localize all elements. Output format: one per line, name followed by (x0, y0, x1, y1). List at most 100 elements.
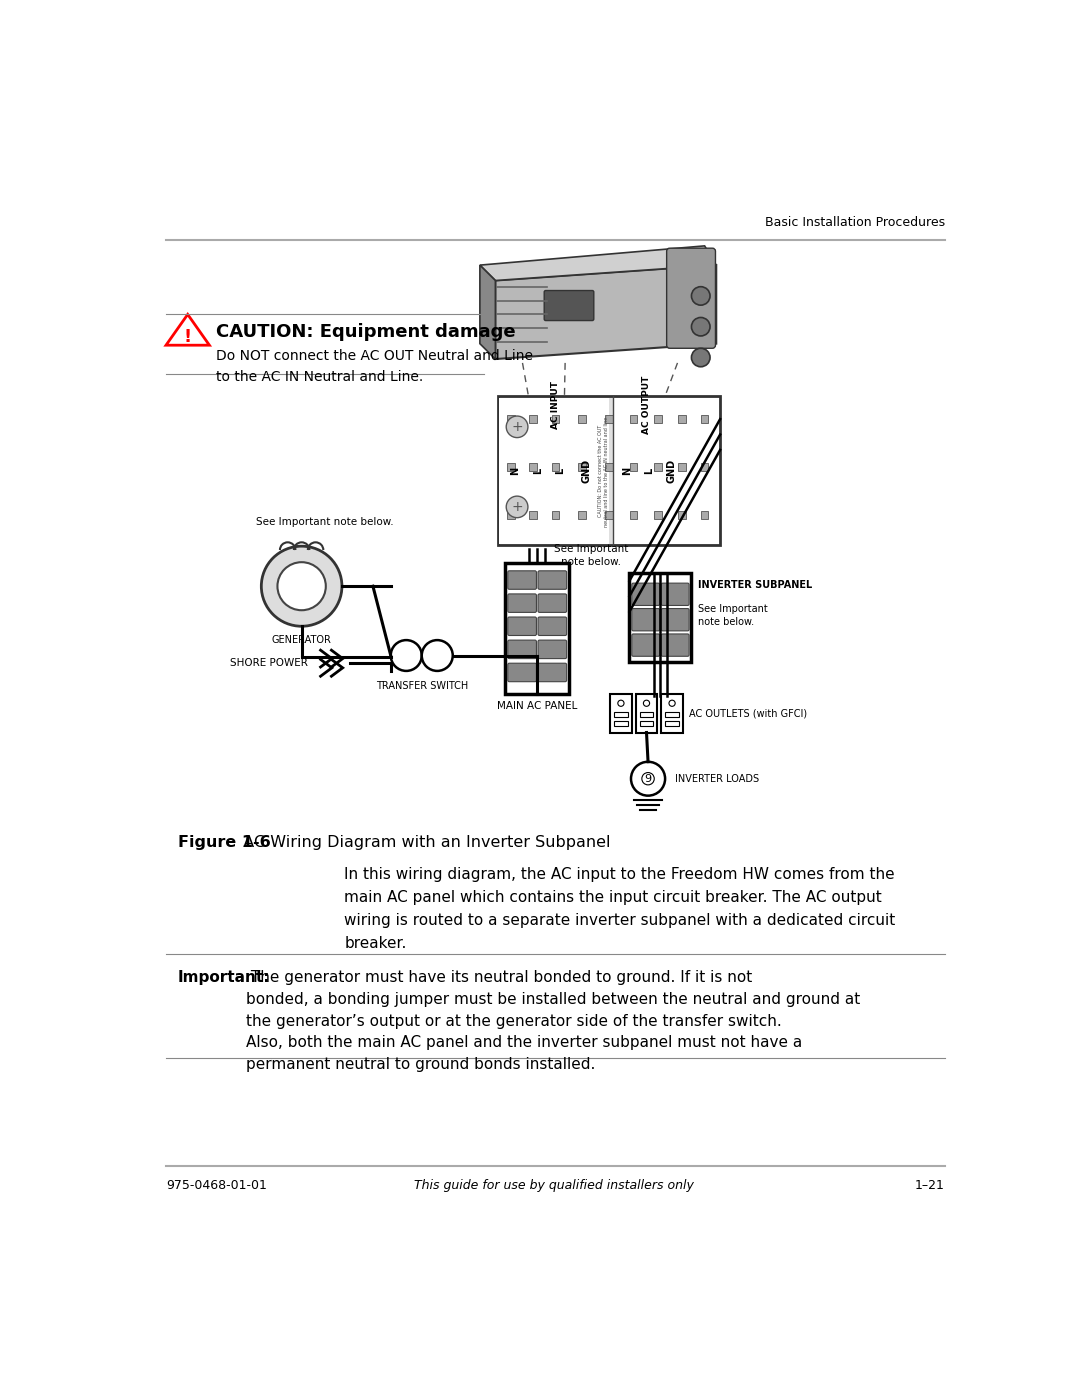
Circle shape (669, 700, 675, 706)
FancyBboxPatch shape (632, 583, 660, 605)
Bar (613, 720, 627, 726)
Bar (605, 415, 612, 423)
Bar (579, 415, 586, 423)
Text: AC OUTPUT: AC OUTPUT (643, 376, 651, 434)
Bar (579, 511, 586, 519)
FancyBboxPatch shape (538, 618, 567, 636)
Text: AC Wiring Diagram with an Inverter Subpanel: AC Wiring Diagram with an Inverter Subpa… (233, 836, 611, 849)
Text: MAIN AC PANEL: MAIN AC PANEL (497, 701, 578, 711)
Text: !: ! (184, 329, 192, 347)
FancyBboxPatch shape (538, 663, 567, 682)
FancyBboxPatch shape (632, 608, 660, 632)
Circle shape (507, 496, 528, 518)
Bar (654, 464, 662, 471)
Text: 1–21: 1–21 (915, 1178, 945, 1192)
Text: L: L (555, 468, 565, 473)
Bar (654, 415, 662, 423)
Bar (605, 511, 612, 519)
Text: In this wiring diagram, the AC input to the Freedom HW comes from the
main AC pa: In this wiring diagram, the AC input to … (345, 868, 895, 951)
FancyBboxPatch shape (538, 570, 567, 590)
Polygon shape (166, 315, 210, 346)
Bar (701, 415, 708, 423)
Text: See Important
note below.: See Important note below. (554, 544, 627, 566)
Text: GND: GND (582, 458, 592, 483)
FancyBboxPatch shape (632, 634, 660, 657)
Bar (615, 397, 719, 544)
Bar (552, 464, 559, 471)
Bar (508, 511, 515, 519)
Bar (665, 712, 679, 718)
Text: AC INPUT: AC INPUT (551, 382, 561, 429)
Text: See Important note below.: See Important note below. (256, 516, 394, 527)
Text: GENERATOR: GENERATOR (272, 636, 332, 645)
Bar (636, 694, 658, 733)
FancyBboxPatch shape (538, 594, 567, 612)
Circle shape (691, 287, 710, 305)
FancyBboxPatch shape (508, 640, 537, 658)
FancyBboxPatch shape (508, 618, 537, 636)
Circle shape (507, 416, 528, 437)
Text: Do NOT connect the AC OUT Neutral and Line
to the AC IN Neutral and Line.: Do NOT connect the AC OUT Neutral and Li… (216, 348, 534, 383)
Text: L: L (644, 468, 654, 473)
Text: See Important
note below.: See Important note below. (698, 604, 768, 627)
Bar (613, 712, 627, 718)
Text: CAUTION: Equipment damage: CAUTION: Equipment damage (216, 323, 516, 341)
Bar (552, 415, 559, 423)
Text: INVERTER LOADS: INVERTER LOADS (675, 773, 759, 784)
Polygon shape (496, 265, 716, 359)
Bar (579, 464, 586, 471)
Polygon shape (480, 265, 496, 359)
Bar (552, 511, 559, 519)
Text: L: L (532, 468, 543, 473)
Bar (630, 511, 637, 519)
Circle shape (642, 773, 654, 784)
Bar (498, 396, 720, 545)
FancyBboxPatch shape (544, 290, 594, 321)
Text: AC OUTLETS (with GFCI): AC OUTLETS (with GFCI) (689, 708, 807, 718)
FancyBboxPatch shape (661, 583, 689, 605)
Polygon shape (480, 246, 716, 280)
Bar (630, 573, 691, 662)
Text: INVERTER SUBPANEL: INVERTER SUBPANEL (698, 580, 812, 590)
FancyBboxPatch shape (661, 634, 689, 657)
Bar (508, 464, 515, 471)
Bar (639, 712, 653, 718)
Circle shape (422, 640, 453, 670)
Bar (639, 720, 653, 726)
Circle shape (261, 545, 342, 626)
Bar (529, 511, 537, 519)
Text: TRANSFER SWITCH: TRANSFER SWITCH (376, 682, 468, 691)
Circle shape (278, 562, 326, 611)
Text: +: + (511, 500, 523, 514)
Bar (654, 511, 662, 519)
Text: CAUTION: Do not connect the AC OUT
neutral and line to the AC IN neutral and lin: CAUTION: Do not connect the AC OUT neutr… (598, 415, 609, 526)
Bar (678, 415, 686, 423)
Circle shape (391, 640, 422, 670)
Text: Basic Installation Procedures: Basic Installation Procedures (765, 215, 945, 229)
Bar (661, 694, 683, 733)
Text: +: + (511, 419, 523, 434)
Circle shape (618, 700, 624, 706)
Bar (701, 511, 708, 519)
Bar (678, 511, 686, 519)
Text: 975-0468-01-01: 975-0468-01-01 (166, 1178, 267, 1192)
FancyBboxPatch shape (508, 594, 537, 612)
Text: 9: 9 (645, 773, 651, 784)
Bar (630, 464, 637, 471)
Bar (665, 720, 679, 726)
Circle shape (691, 348, 710, 366)
Text: SHORE POWER: SHORE POWER (230, 658, 308, 668)
FancyBboxPatch shape (508, 570, 537, 590)
Text: N: N (622, 466, 632, 475)
Text: The generator must have its neutral bonded to ground. If it is not
bonded, a bon: The generator must have its neutral bond… (246, 970, 860, 1072)
Text: Figure 1-6: Figure 1-6 (177, 836, 270, 849)
FancyBboxPatch shape (666, 248, 715, 348)
Bar (508, 415, 515, 423)
FancyBboxPatch shape (661, 608, 689, 632)
FancyBboxPatch shape (508, 663, 537, 682)
Bar (529, 464, 537, 471)
Text: This guide for use by qualified installers only: This guide for use by qualified installe… (414, 1178, 693, 1192)
FancyBboxPatch shape (538, 640, 567, 658)
Bar (529, 415, 537, 423)
Circle shape (631, 762, 665, 795)
